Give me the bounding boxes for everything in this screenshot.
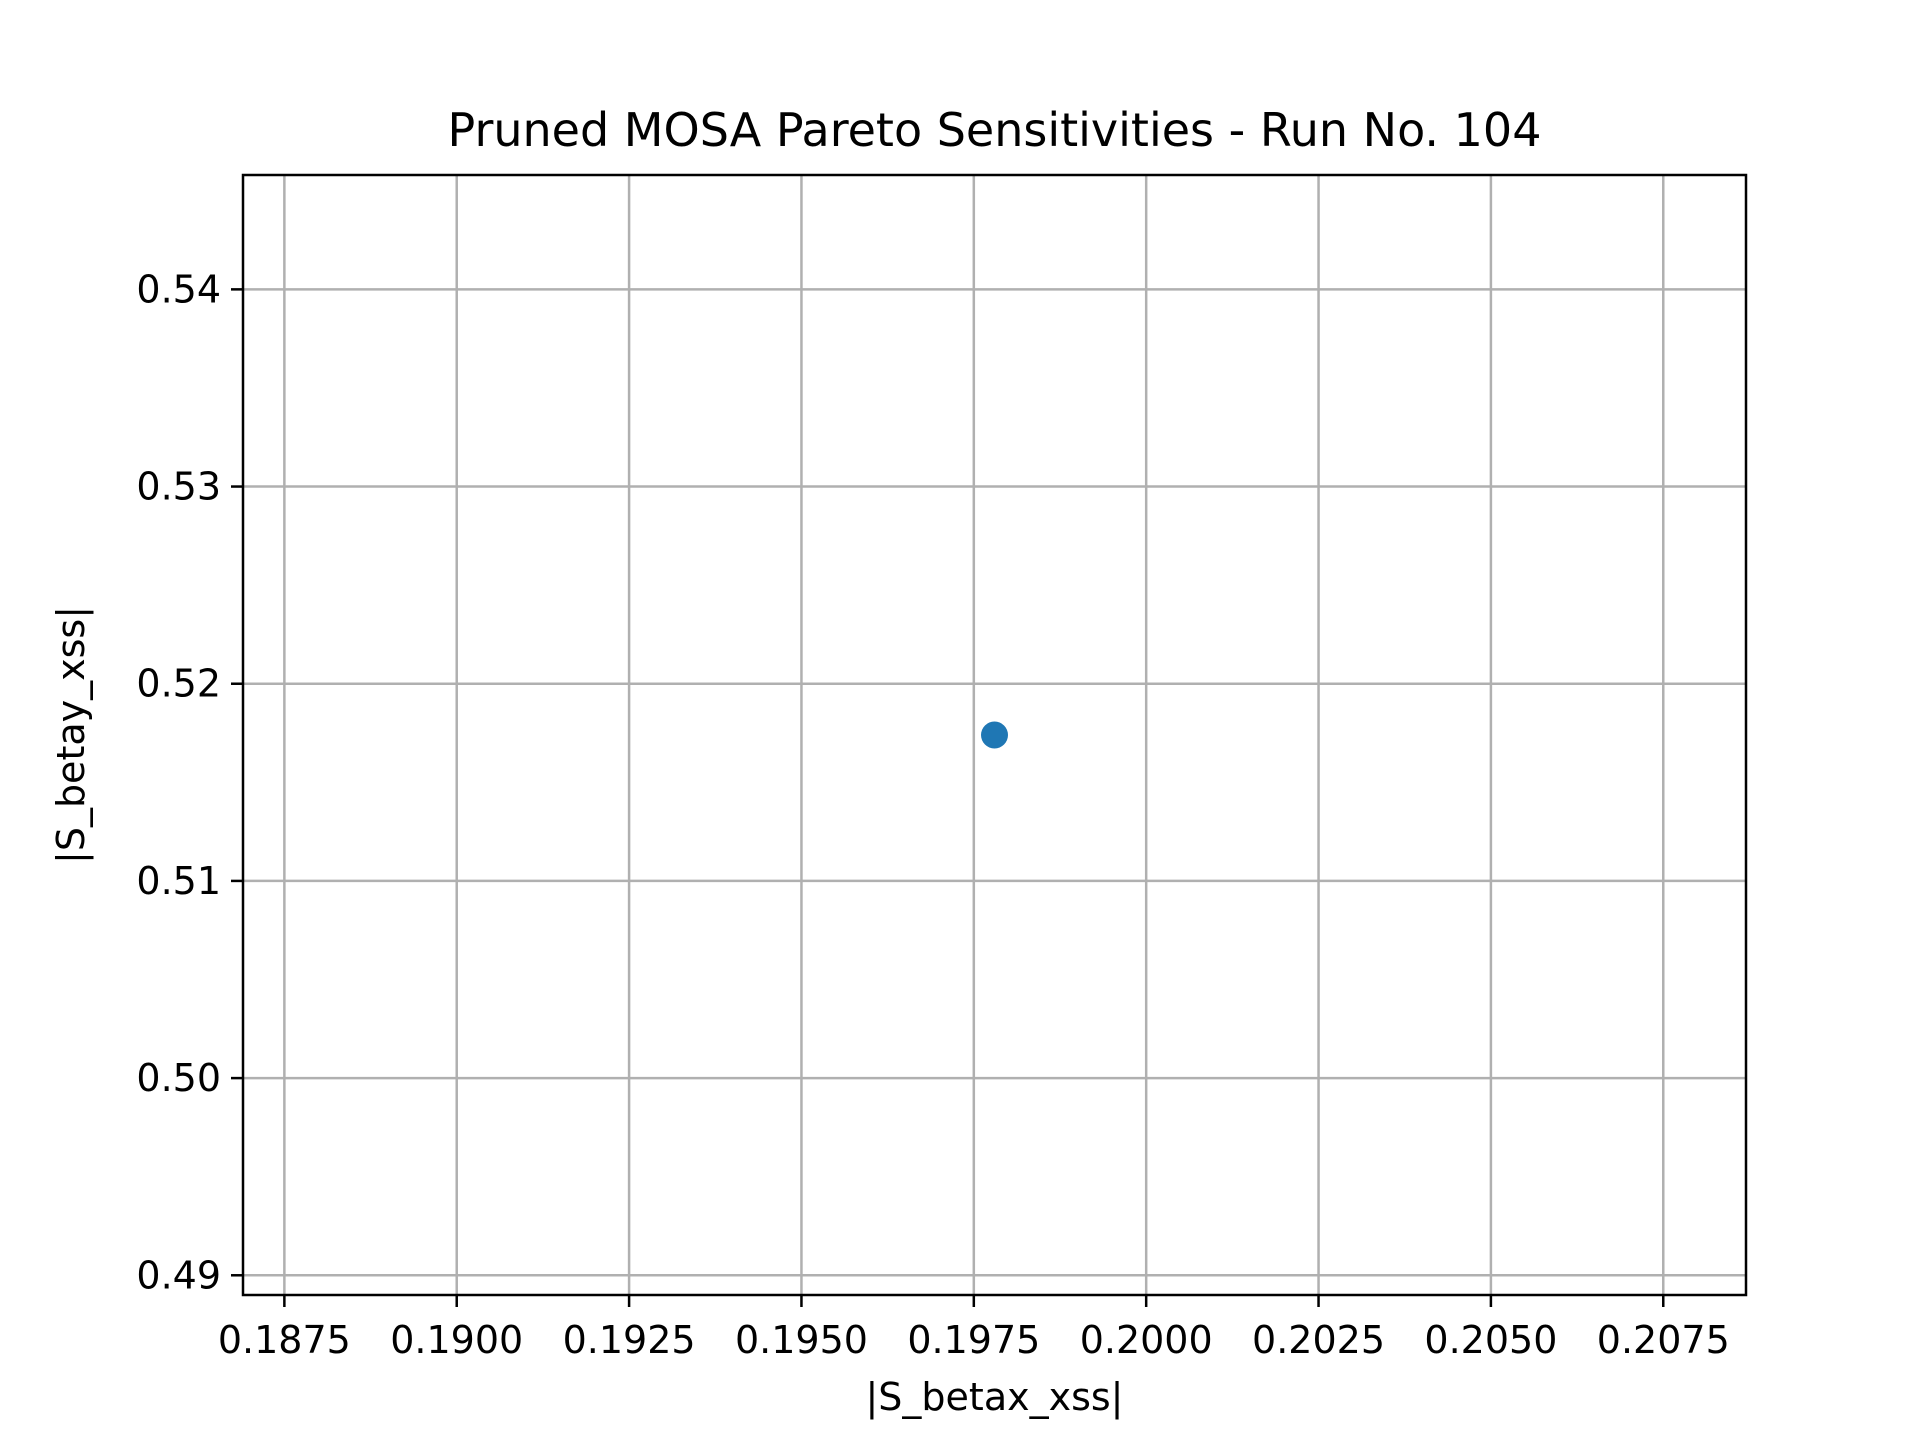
x-tick-label: 0.1975 xyxy=(907,1318,1040,1362)
y-axis-label: |S_betay_xss| xyxy=(49,606,94,864)
x-axis-ticks: 0.1875 0.1900 0.1925 0.1950 0.1975 0.2000 0.20… xyxy=(218,1295,1730,1362)
chart-title: Pruned MOSA Pareto Sensitivities - Run N… xyxy=(448,103,1542,157)
x-tick-label: 0.1950 xyxy=(735,1318,868,1362)
y-tick-label: 0.54 xyxy=(136,267,221,311)
x-tick-label: 0.2050 xyxy=(1424,1318,1557,1362)
data-point xyxy=(981,721,1008,749)
y-tick-label: 0.50 xyxy=(136,1056,221,1100)
x-tick-label: 0.1875 xyxy=(218,1318,351,1362)
x-tick-label: 0.2000 xyxy=(1080,1318,1213,1362)
x-tick-label: 0.1900 xyxy=(390,1318,523,1362)
x-tick-label: 0.2075 xyxy=(1597,1318,1730,1362)
x-axis-label: |S_betax_xss| xyxy=(866,1375,1124,1420)
x-tick-label: 0.1925 xyxy=(563,1318,696,1362)
y-tick-label: 0.51 xyxy=(136,859,221,903)
plot-frame xyxy=(241,173,1748,1297)
y-tick-label: 0.49 xyxy=(136,1253,221,1297)
x-tick-label: 0.2025 xyxy=(1252,1318,1385,1362)
grid-lines xyxy=(243,175,1746,1295)
y-tick-label: 0.52 xyxy=(136,662,221,706)
y-axis-ticks: 0.49 0.50 0.51 0.52 0.53 0.54 xyxy=(136,267,243,1297)
data-points xyxy=(981,721,1008,749)
y-tick-label: 0.53 xyxy=(136,465,221,509)
